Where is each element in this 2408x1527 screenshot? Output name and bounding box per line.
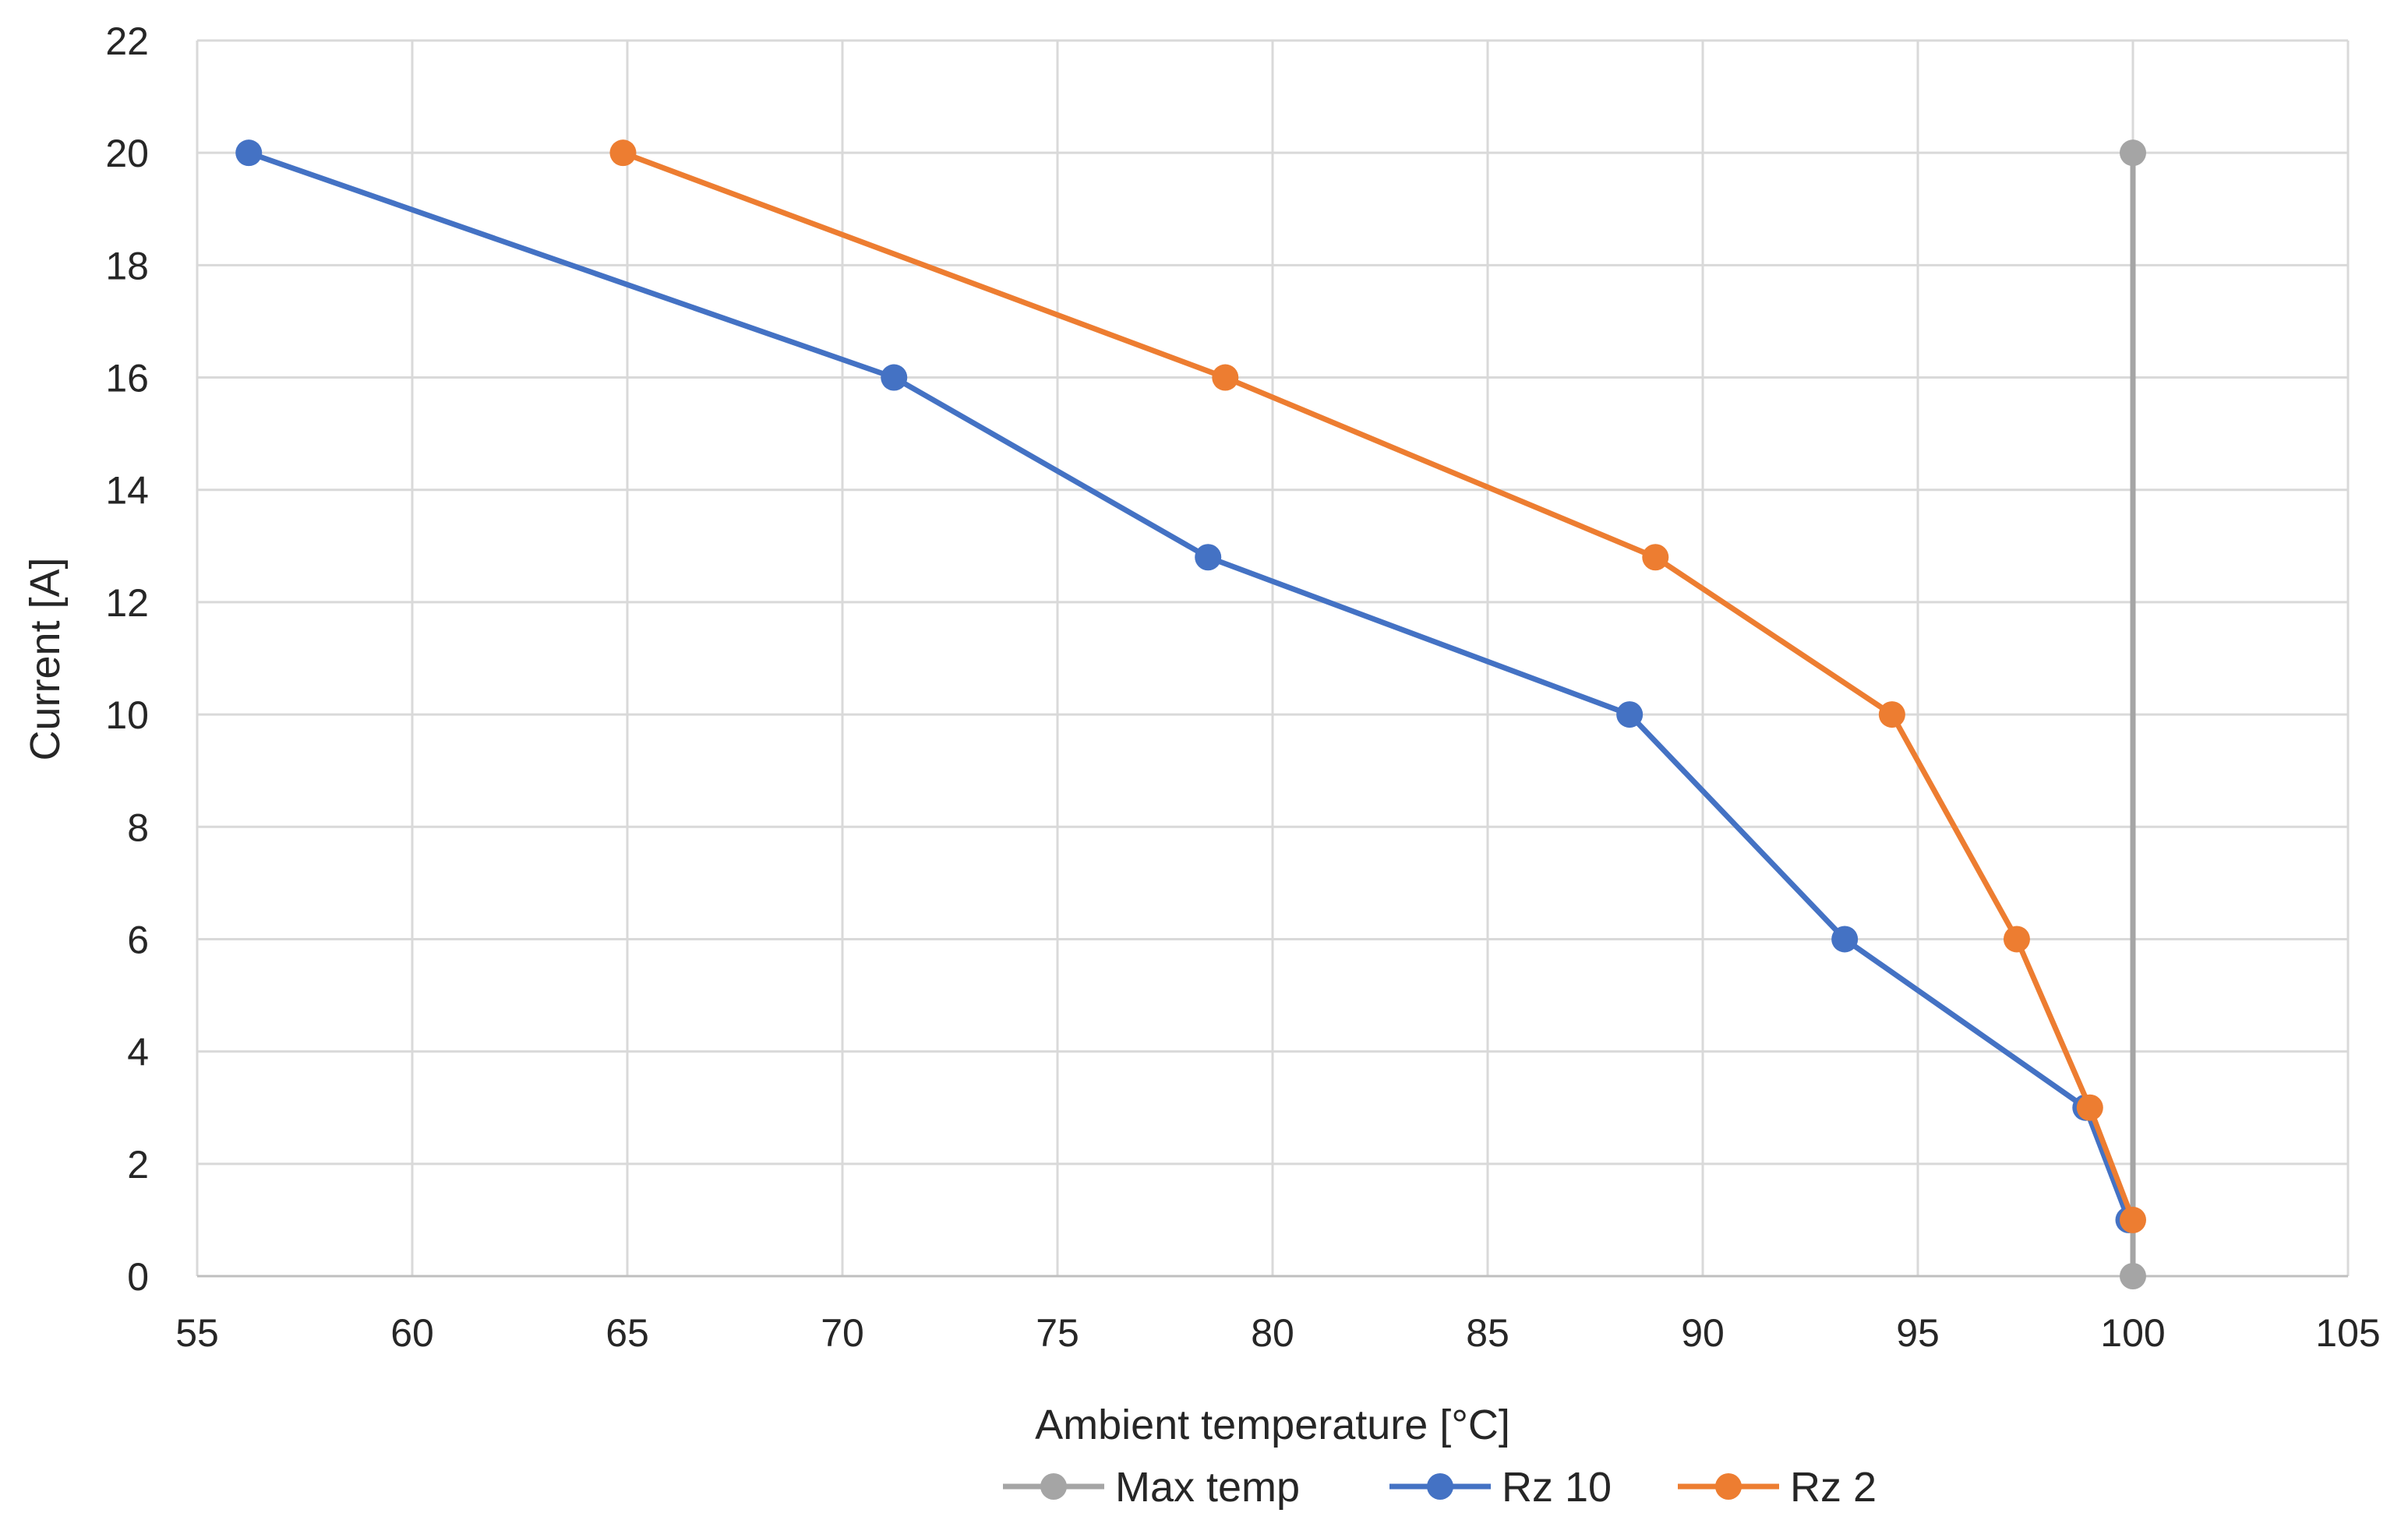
data-point-rz-10 <box>881 364 908 391</box>
data-point-rz-2 <box>2120 1206 2146 1233</box>
legend-marker <box>1040 1473 1067 1500</box>
x-tick-label: 80 <box>1251 1311 1294 1355</box>
legend-label: Rz 10 <box>1502 1464 1612 1511</box>
y-tick-label: 4 <box>127 1031 149 1074</box>
y-tick-label: 6 <box>127 918 149 961</box>
series-rz-2 <box>609 139 2146 1233</box>
legend-item-max-temp: Max temp <box>1003 1464 1300 1511</box>
y-tick-label: 20 <box>105 132 149 175</box>
y-tick-label: 8 <box>127 806 149 849</box>
x-tick-label: 105 <box>2315 1311 2380 1355</box>
y-tick-label: 0 <box>127 1255 149 1299</box>
data-point-rz-2 <box>2076 1094 2103 1121</box>
y-tick-label: 16 <box>105 357 149 400</box>
y-tick-label: 2 <box>127 1143 149 1187</box>
y-tick-label: 22 <box>105 19 149 63</box>
legend-label: Max temp <box>1115 1464 1300 1511</box>
data-point-rz-2 <box>1642 544 1669 571</box>
data-point-rz-2 <box>609 139 637 167</box>
x-tick-label: 75 <box>1036 1311 1079 1355</box>
legend-item-rz-10: Rz 10 <box>1389 1464 1612 1511</box>
data-point-rz-10 <box>235 139 263 167</box>
data-point-rz-2 <box>1878 701 1905 728</box>
x-tick-label: 55 <box>175 1311 219 1355</box>
x-tick-label: 70 <box>821 1311 864 1355</box>
x-tick-label: 95 <box>1896 1311 1940 1355</box>
data-point-rz-10 <box>1195 544 1222 571</box>
legend-marker <box>1427 1473 1453 1500</box>
y-tick-label: 10 <box>105 693 149 737</box>
data-point-rz-10 <box>1616 701 1644 728</box>
series-layer <box>235 139 2146 1289</box>
x-tick-label: 90 <box>1681 1311 1725 1355</box>
series-max-temp <box>2120 139 2146 1289</box>
x-tick-label: 65 <box>606 1311 649 1355</box>
y-tick-label: 12 <box>105 581 149 625</box>
legend-item-rz-2: Rz 2 <box>1678 1464 1877 1511</box>
grid <box>196 39 2350 1278</box>
legend-label: Rz 2 <box>1790 1464 1877 1511</box>
legend: Max temp Rz 10 Rz 2 <box>1003 1464 1877 1511</box>
x-axis-ticks: 55 60 65 70 75 80 85 90 95 100 105 <box>175 1311 2381 1355</box>
data-point-max-temp <box>2120 1263 2146 1289</box>
x-axis-label: Ambient temperature [°C] <box>1035 1402 1510 1448</box>
series-rz-10 <box>235 139 2142 1233</box>
x-tick-label: 100 <box>2100 1311 2165 1355</box>
x-tick-label: 85 <box>1466 1311 1509 1355</box>
y-axis-label: Current [A] <box>22 557 69 760</box>
series-line-rz-2 <box>620 150 2136 1223</box>
y-tick-label: 18 <box>105 244 149 287</box>
data-point-rz-2 <box>2003 926 2030 953</box>
legend-marker <box>1715 1473 1742 1500</box>
data-point-rz-10 <box>1831 926 1859 953</box>
x-tick-label: 60 <box>390 1311 434 1355</box>
y-axis-ticks: 0 2 4 6 8 10 12 14 16 18 20 22 <box>105 19 149 1299</box>
y-tick-label: 14 <box>105 469 149 513</box>
data-point-max-temp <box>2120 139 2146 167</box>
data-point-rz-2 <box>1212 364 1239 391</box>
